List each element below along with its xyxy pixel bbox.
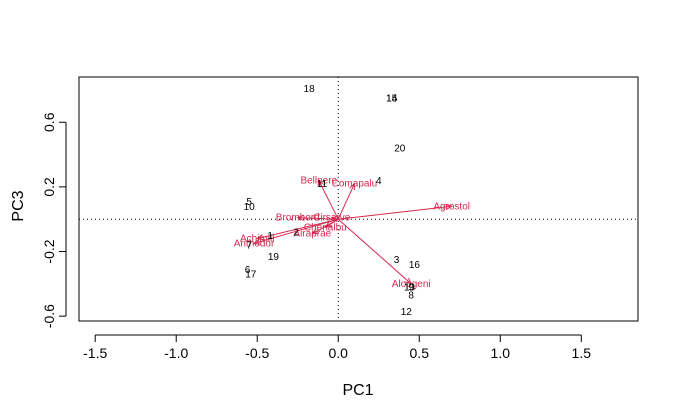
y-tick-label: 0.6 (41, 112, 57, 132)
y-tick-label: 0.2 (41, 177, 57, 197)
species-arrow (337, 218, 412, 285)
species-arrow (318, 180, 339, 220)
y-axis: -0.6 -0.2 0.2 0.6 (41, 112, 67, 328)
x-tick-label: 0.0 (329, 345, 349, 361)
y-tick-label: -0.2 (41, 239, 57, 263)
site-label: 4 (376, 176, 382, 187)
y-tick-label: -0.6 (41, 304, 57, 328)
species-arrows: Achimill Agrostol Airaprae Alopgeni Anthodor… (234, 175, 470, 289)
species-label: Alopgeni (392, 279, 431, 290)
species-label: Anthodor (234, 238, 275, 249)
species-arrow (297, 217, 339, 220)
plot-frame (78, 76, 639, 322)
species-arrowhead (445, 203, 453, 210)
y-axis-title: PC3 (10, 190, 27, 221)
site-label: 19 (268, 252, 280, 263)
species-label: Bromhord (276, 213, 320, 224)
x-tick-label: -1.0 (164, 345, 188, 361)
site-label: 11 (317, 179, 328, 190)
species-label: Achimill (240, 234, 274, 245)
species-label: Bellpere (300, 175, 337, 186)
species-arrow (338, 205, 452, 220)
species-arrow (253, 218, 339, 244)
species-label: Comapalu (332, 179, 378, 190)
species-arrow (337, 183, 355, 220)
species-arrowhead (311, 228, 319, 235)
x-tick-label: -1.5 (83, 345, 107, 361)
site-label: 20 (394, 144, 406, 155)
plot-area (78, 76, 639, 322)
site-label: 1 (267, 231, 273, 242)
site-label: 14 (386, 94, 398, 105)
site-label: 13 (404, 283, 416, 294)
species-arrowhead (404, 277, 413, 285)
site-label: 15 (386, 94, 398, 105)
site-label: 8 (408, 291, 414, 302)
site-label: 16 (409, 260, 421, 271)
species-label: Agrostol (433, 201, 470, 212)
x-axis: -1.5 -1.0 -0.5 0.0 0.5 1.0 1.5 (83, 334, 592, 361)
site-label: 10 (244, 202, 256, 213)
species-arrow (257, 218, 339, 240)
species-arrowhead (256, 234, 264, 241)
species-arrowhead (349, 182, 355, 191)
species-label: Airaprae (293, 229, 331, 240)
species-label: Cirsarve (313, 213, 351, 224)
site-label: 5 (246, 197, 252, 208)
site-label: 2 (293, 228, 299, 239)
x-tick-label: -0.5 (245, 345, 269, 361)
site-label: 12 (401, 307, 413, 318)
species-arrowhead (324, 221, 332, 228)
x-tick-label: 1.5 (572, 345, 592, 361)
x-tick-label: 1.0 (491, 345, 511, 361)
species-arrowhead (252, 238, 261, 245)
species-label: Chenalbu (304, 222, 347, 233)
site-label: 3 (394, 255, 400, 266)
x-tick-label: 0.5 (410, 345, 430, 361)
species-arrowhead (330, 216, 339, 222)
site-label: 18 (304, 84, 316, 95)
site-label: 7 (246, 241, 252, 252)
x-axis-title: PC1 (342, 382, 373, 399)
site-label: 9 (408, 283, 414, 294)
species-arrowhead (296, 214, 305, 221)
reference-lines (79, 77, 638, 321)
species-arrowhead (318, 179, 325, 187)
site-label: 6 (245, 265, 251, 276)
site-label: 17 (245, 270, 257, 281)
